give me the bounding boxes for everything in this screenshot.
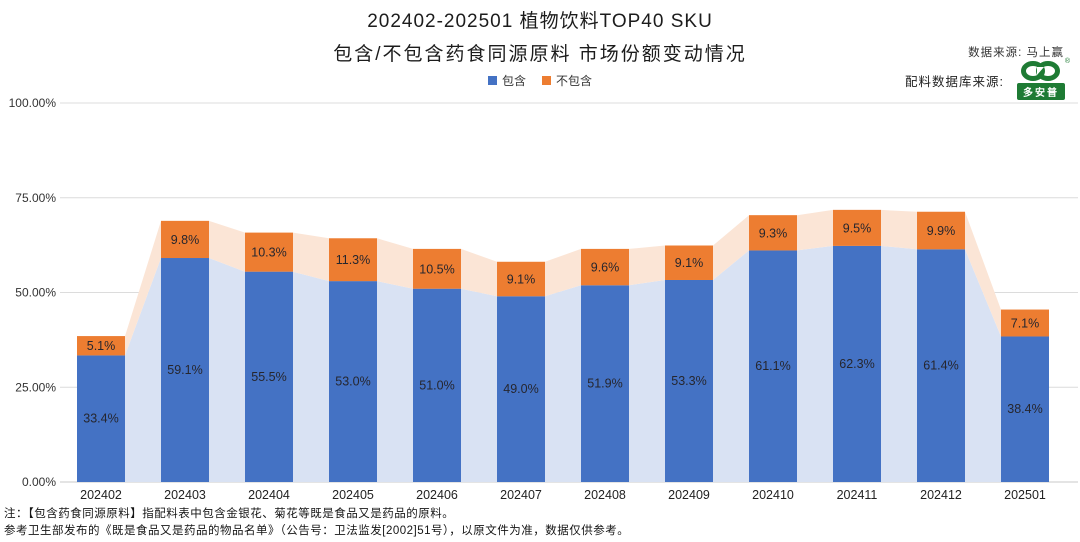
logo-registered-mark: ® bbox=[1064, 58, 1071, 65]
bar-included-segment bbox=[329, 281, 377, 482]
bar-included-segment bbox=[665, 279, 713, 482]
ingredient-db-source-row: 配料数据库来源: ® 多安普 bbox=[905, 58, 1070, 100]
y-tick-label: 50.00% bbox=[15, 286, 56, 300]
bar-value-label-included: 53.3% bbox=[671, 374, 706, 388]
title-block: 202402-202501 植物饮料TOP40 SKU 包含/不包含药食同源原料… bbox=[0, 6, 1080, 66]
bar-value-label-excluded: 9.1% bbox=[507, 273, 536, 287]
data-source-note: 数据来源: 马上赢 bbox=[968, 47, 1064, 59]
x-tick-label: 202406 bbox=[416, 488, 458, 502]
bar-included-segment bbox=[1001, 336, 1049, 482]
x-tick-label: 202410 bbox=[752, 488, 794, 502]
bar-included-segment bbox=[581, 285, 629, 482]
bar-value-label-excluded: 5.1% bbox=[87, 339, 116, 353]
bar-included-segment bbox=[77, 355, 125, 482]
bar-value-label-excluded: 9.6% bbox=[591, 261, 620, 275]
x-tick-label: 202404 bbox=[248, 488, 290, 502]
bar-value-label-excluded: 9.1% bbox=[675, 256, 704, 270]
bar-excluded-segment bbox=[749, 215, 797, 251]
bar-value-label-included: 55.5% bbox=[251, 370, 286, 384]
chart-subtitle: 包含/不包含药食同源原料 市场份额变动情况 bbox=[333, 44, 747, 65]
bar-included-segment bbox=[749, 250, 797, 482]
bar-value-label-excluded: 9.8% bbox=[171, 233, 200, 247]
x-tick-label: 202412 bbox=[920, 488, 962, 502]
bar-value-label-included: 38.4% bbox=[1007, 402, 1042, 416]
bar-included-segment bbox=[917, 249, 965, 482]
bar-value-label-included: 33.4% bbox=[83, 412, 118, 426]
legend-swatch-included-icon bbox=[487, 76, 497, 85]
footnote-line-2: 参考卫生部发布的《既是食品又是药品的物品名单》（公告号：卫法监发[2002]51… bbox=[4, 525, 630, 537]
x-tick-label: 202405 bbox=[332, 488, 374, 502]
bar-value-label-excluded: 10.5% bbox=[419, 262, 454, 276]
x-tick-label: 202403 bbox=[164, 488, 206, 502]
bar-excluded-segment bbox=[581, 248, 629, 286]
bar-included-segment bbox=[833, 245, 881, 482]
bar-included-segment bbox=[497, 296, 545, 482]
y-tick-label: 75.00% bbox=[15, 191, 56, 205]
legend-label-included: 包含 bbox=[501, 74, 526, 88]
bar-excluded-segment bbox=[917, 211, 965, 250]
x-tick-label: 202402 bbox=[80, 488, 122, 502]
bar-excluded-segment bbox=[665, 245, 713, 280]
chart-title: 202402-202501 植物饮料TOP40 SKU bbox=[367, 11, 713, 32]
legend-swatch-excluded-icon bbox=[542, 76, 551, 85]
bar-excluded-segment bbox=[1001, 309, 1049, 337]
bar-excluded-segment bbox=[77, 336, 125, 356]
area-included bbox=[77, 245, 1049, 482]
legend-item-included: 包含 bbox=[487, 72, 526, 89]
bar-value-label-excluded: 9.5% bbox=[843, 221, 872, 235]
bar-value-label-included: 51.9% bbox=[587, 377, 622, 391]
x-tick-label: 202411 bbox=[837, 488, 878, 502]
legend-item-excluded: 不包含 bbox=[542, 72, 592, 89]
duoanpu-logo: ® 多安普 bbox=[1012, 58, 1070, 100]
bar-included-segment bbox=[413, 288, 461, 482]
ingredient-db-source-label: 配料数据库来源: bbox=[905, 74, 1004, 89]
bar-value-label-excluded: 10.3% bbox=[251, 246, 286, 260]
bar-value-label-excluded: 9.3% bbox=[759, 226, 788, 240]
y-tick-label: 0.00% bbox=[22, 475, 56, 489]
area-excluded bbox=[77, 209, 1049, 356]
bar-value-label-included: 59.1% bbox=[167, 363, 202, 377]
bar-value-label-included: 49.0% bbox=[503, 382, 538, 396]
bar-value-label-excluded: 7.1% bbox=[1011, 317, 1040, 331]
x-tick-label: 202501 bbox=[1004, 488, 1046, 502]
duoanpu-logo-mark-icon: ® bbox=[1019, 58, 1070, 82]
y-tick-label: 100.00% bbox=[9, 96, 57, 110]
footnote-line-1: 注：【包含药食同源原料】指配料表中包含金银花、菊花等既是食品又是药品的原料。 bbox=[4, 508, 455, 520]
x-tick-label: 202408 bbox=[584, 488, 626, 502]
bar-value-label-included: 53.0% bbox=[335, 375, 370, 389]
bar-value-label-included: 51.0% bbox=[419, 378, 454, 392]
bar-excluded-segment bbox=[329, 238, 377, 282]
x-tick-label: 202409 bbox=[668, 488, 710, 502]
x-tick-label: 202407 bbox=[500, 488, 542, 502]
bar-included-segment bbox=[161, 258, 209, 482]
bar-excluded-segment bbox=[245, 232, 293, 272]
y-tick-label: 25.00% bbox=[15, 380, 56, 394]
bar-value-label-excluded: 9.9% bbox=[927, 224, 956, 238]
legend-label-excluded: 不包含 bbox=[556, 74, 593, 88]
bar-excluded-segment bbox=[497, 261, 545, 297]
bar-excluded-segment bbox=[161, 220, 209, 259]
bar-excluded-segment bbox=[413, 248, 461, 289]
chart-legend: 包含 不包含 bbox=[0, 72, 1080, 89]
bar-value-label-excluded: 11.3% bbox=[336, 253, 371, 267]
footnotes: 注：【包含药食同源原料】指配料表中包含金银花、菊花等既是食品又是药品的原料。 参… bbox=[4, 506, 629, 540]
bar-value-label-included: 62.3% bbox=[839, 357, 874, 371]
bar-excluded-segment bbox=[833, 209, 881, 246]
duoanpu-logo-text: 多安普 bbox=[1017, 83, 1065, 100]
bar-value-label-included: 61.1% bbox=[755, 359, 790, 373]
bar-included-segment bbox=[245, 271, 293, 482]
bar-value-label-included: 61.4% bbox=[923, 359, 958, 373]
